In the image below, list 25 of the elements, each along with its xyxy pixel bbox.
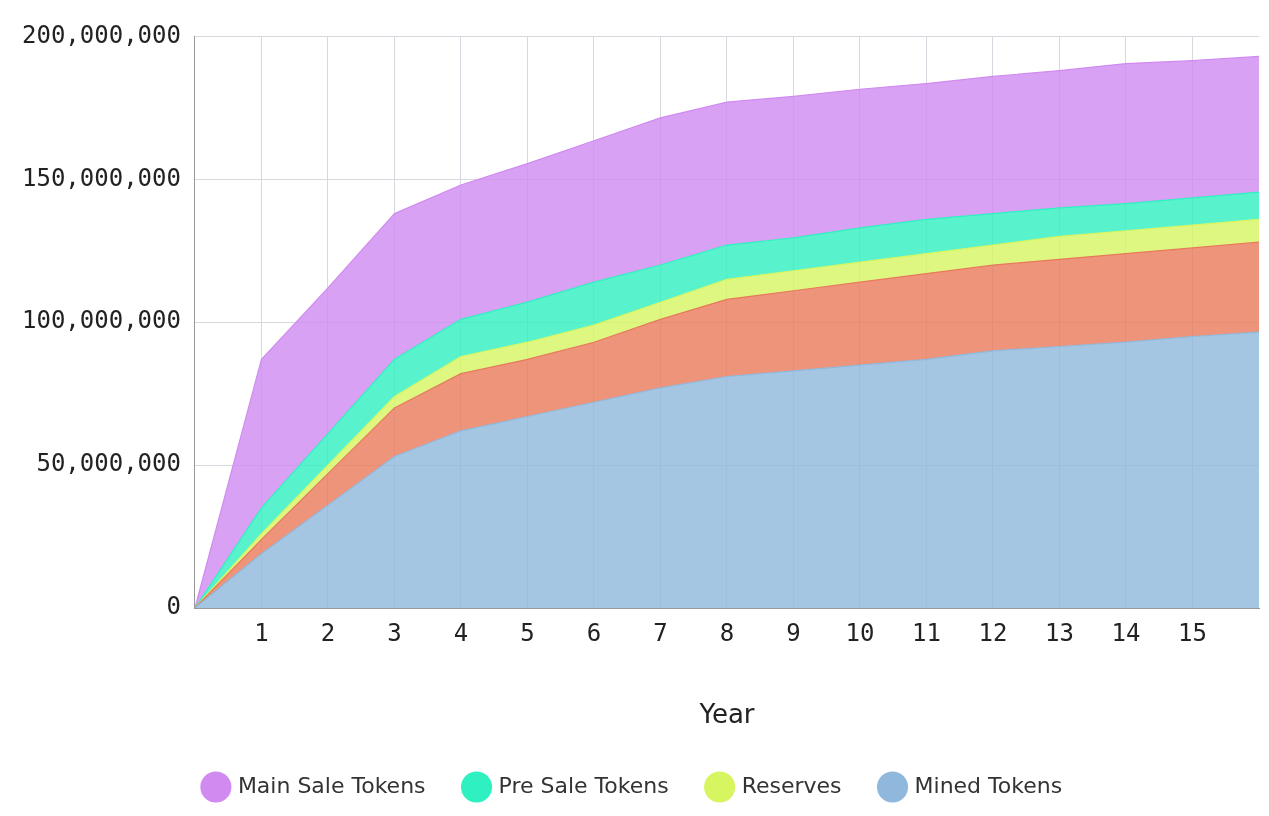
legend-label: Main Sale Tokens (237, 772, 426, 798)
x-tick-label: 4 (453, 618, 469, 647)
x-tick-label: 1 (254, 618, 269, 647)
x-axis-title: Year (698, 699, 755, 730)
legend-label: Pre Sale Tokens (498, 772, 669, 798)
x-tick-label: 14 (1111, 618, 1141, 647)
y-tick-label: 0 (166, 592, 181, 621)
x-tick-label: 6 (586, 618, 602, 647)
legend-label: Reserves (741, 772, 842, 798)
x-tick-label: 11 (912, 618, 941, 647)
x-tick-label: 3 (387, 618, 402, 647)
legend-label: Mined Tokens (914, 772, 1063, 798)
x-tick-label: 15 (1178, 618, 1207, 647)
x-tick-label: 7 (653, 618, 668, 647)
x-tick-label: 8 (719, 618, 735, 647)
y-tick-label: 150,000,000 (21, 163, 181, 192)
x-tick-label: 10 (845, 618, 875, 647)
x-tick-label: 5 (520, 618, 535, 647)
y-tick-label: 100,000,000 (21, 306, 181, 335)
y-tick-label: 50,000,000 (36, 449, 181, 478)
x-tick-label: 9 (786, 618, 801, 647)
y-tick-label: 200,000,000 (21, 20, 181, 49)
x-tick-label: 2 (320, 618, 336, 647)
x-tick-label: 13 (1045, 618, 1074, 647)
x-tick-label: 12 (978, 618, 1008, 647)
